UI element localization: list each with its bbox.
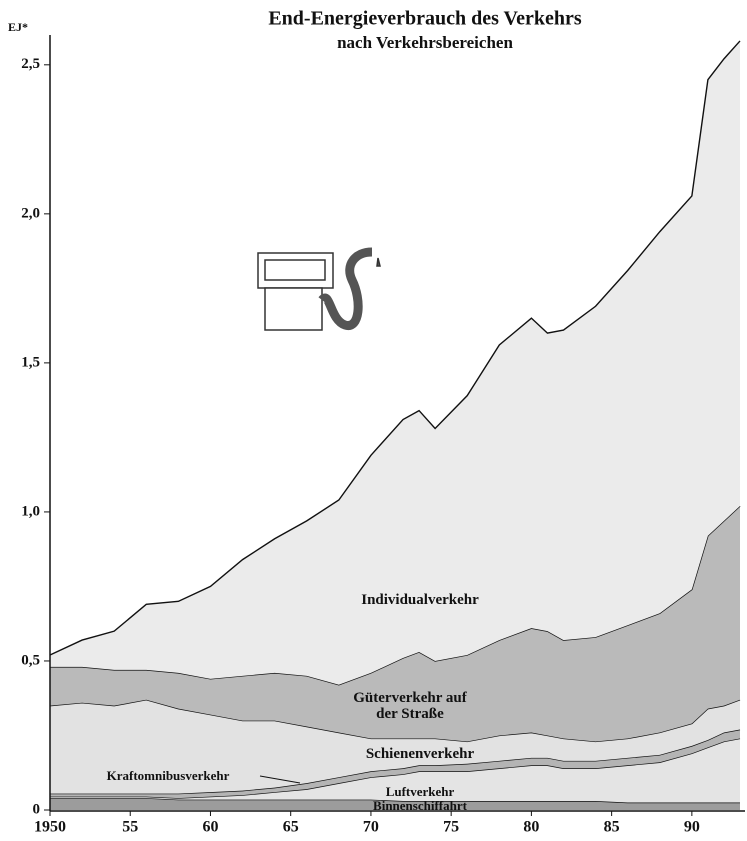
chart-title: End-Energieverbrauch des Verkehrs [268, 8, 582, 30]
x-tick-label: 60 [202, 819, 218, 836]
x-tick-label: 80 [523, 819, 539, 836]
x-tick-label: 90 [684, 819, 700, 836]
series-label: Güterverkehr auf der Straße [353, 690, 467, 722]
y-tick-label: 0 [33, 801, 41, 817]
chart-subtitle: nach Verkehrsbereichen [337, 33, 513, 52]
x-tick-label: 55 [122, 819, 138, 836]
x-tick-label: 1950 [34, 819, 66, 836]
y-axis-label: EJ* [8, 20, 28, 34]
area [50, 738, 740, 803]
series-label: Individualverkehr [361, 592, 479, 608]
area [50, 505, 740, 742]
y-tick-label: 2,5 [21, 56, 40, 72]
area-edge [49, 40, 741, 656]
y-tick-label: 0,5 [21, 652, 40, 668]
series-label: Binnenschiffahrt [373, 798, 467, 813]
areas [49, 40, 741, 810]
x-tick-label: 65 [283, 819, 299, 836]
y-tick-label: 1,0 [21, 503, 40, 519]
fuel-pump-icon [257, 247, 381, 331]
y-tick-label: 2,0 [21, 205, 40, 221]
series-label: Schienenverkehr [365, 746, 475, 762]
x-tick-label: 85 [604, 819, 620, 836]
leader-line [259, 775, 301, 784]
area [50, 729, 740, 799]
x-tick-label: 70 [363, 819, 379, 836]
area [50, 40, 740, 685]
y-tick-label: 1,5 [21, 354, 40, 370]
area [50, 699, 740, 794]
series-label: Luftverkehr [385, 784, 455, 799]
x-tick-label: 75 [443, 819, 459, 836]
series-label: Kraftomnibusverkehr [106, 768, 230, 783]
